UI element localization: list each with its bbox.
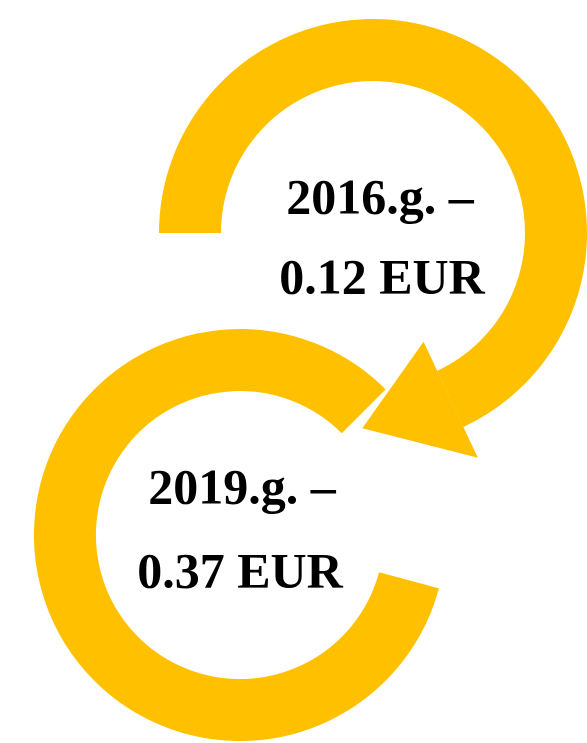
top-label-line-1: 2016.g. – xyxy=(286,168,475,224)
bottom-arc xyxy=(33,329,439,742)
top-label-line-2: 0.12 EUR xyxy=(279,248,485,304)
bottom-label-line-2: 0.37 EUR xyxy=(137,542,343,598)
top-arc xyxy=(159,19,587,427)
bottom-label-line-1: 2019.g. – xyxy=(148,458,337,514)
top-arrowhead xyxy=(362,341,478,458)
